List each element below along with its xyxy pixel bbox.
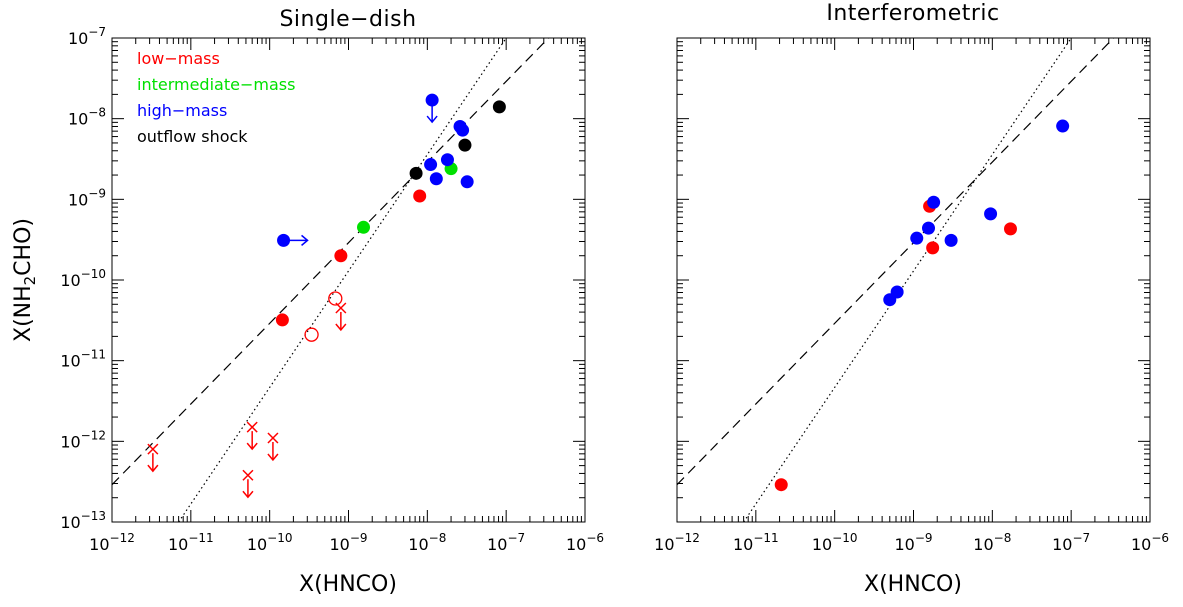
x-tick-label: 10−8 [973,531,1011,554]
low-mass-point [335,302,347,314]
x-tick-label: 10−7 [487,531,525,554]
dotted-fit-line [743,38,1072,522]
high-mass-point [927,195,941,209]
data-points [774,119,1070,492]
upper-limit-arrowhead [426,115,438,124]
low-mass-point [304,327,319,342]
x-tick-label: 10−10 [812,531,858,554]
y-tick-label: 10−11 [60,348,106,371]
panel-title: Single−dish [279,7,416,32]
panel-title: Interferometric [826,1,999,26]
low-mass-point [242,469,254,481]
high-mass-point [944,233,958,247]
high-mass-point [984,207,998,221]
high-mass-point [890,285,904,299]
outflow-shock-point [492,100,506,114]
upper-limit-arrowhead [267,453,279,462]
low-mass-point [246,421,258,433]
high-mass-point [440,153,454,167]
low-mass-point [334,249,348,263]
lower-limit-arrowhead [301,234,309,246]
data-points [147,93,506,499]
y-axis-label: X(NH2CHO) [11,218,39,342]
high-mass-point [456,123,470,137]
plot-frame [676,37,1151,523]
x-tick-label: 10−6 [566,531,604,554]
high-mass-point [424,158,438,172]
y-tick-label: 10−13 [60,509,106,532]
upper-limit-arrowhead [335,323,347,332]
low-mass-point [267,432,279,444]
legend: low−mass intermediate−mass high−mass out… [137,49,295,146]
upper-limit-arrowhead [147,464,159,473]
y-tick-label: 10−7 [68,25,106,48]
high-mass-point [1056,119,1070,133]
high-mass-point [460,175,474,189]
high-mass-point [910,231,924,245]
x-tick-label: 10−12 [654,531,700,554]
x-axis-label: X(HNCO) [299,572,397,597]
y-tick-label: 10−10 [60,267,106,290]
legend-high-mass: high−mass [137,101,227,120]
fit-lines [677,38,1115,522]
x-tick-label: 10−9 [894,531,932,554]
low-mass-point [328,291,343,306]
y-tick-label: 10−12 [60,428,106,451]
high-mass-point [277,233,291,247]
low-mass-point [774,478,788,492]
x-tick-label: 10−8 [408,531,446,554]
fit-lines [112,38,550,522]
x-tick-label: 10−7 [1052,531,1090,554]
low-mass-point [275,313,289,327]
legend-outflow-shock: outflow shock [137,127,248,146]
upper-limit-arrowhead [246,442,258,451]
legend-intermediate-mass: intermediate−mass [137,75,295,94]
outflow-shock-point [409,166,423,180]
panel-single-dish: Single−dish 10−12 10−11 10−10 10−9 10−8 10−7 1… [11,7,604,597]
legend-low-mass: low−mass [137,49,220,68]
low-mass-point [926,241,940,255]
x-tick-label: 10−11 [733,531,779,554]
outflow-shock-point [458,138,472,152]
axes-frame: 10−12 10−11 10−10 10−9 10−8 10−7 10−6 [654,37,1169,554]
y-tick-label: 10−9 [68,186,106,209]
x-tick-label: 10−11 [168,531,214,554]
x-tick-label: 10−6 [1131,531,1169,554]
dotted-fit-line [178,38,507,522]
x-tick-label: 10−12 [89,531,135,554]
dashed-fit-line [112,38,550,486]
high-mass-point [425,93,439,107]
low-mass-point [413,189,427,203]
x-tick-label: 10−10 [247,531,293,554]
high-mass-point [429,172,443,186]
high-mass-point [922,221,936,235]
axes-frame: 10−12 10−11 10−10 10−9 10−8 10−7 10−610−1310−1… [60,25,604,554]
y-tick-label: 10−8 [68,106,106,129]
intermediate-mass-point [357,220,371,234]
low-mass-point [147,443,159,455]
low-mass-point [1004,222,1018,236]
upper-limit-arrowhead [242,490,254,499]
panel-interferometric: Interferometric 10−12 10−11 10−10 10−9 10−8 1… [654,1,1169,597]
x-axis-label: X(HNCO) [864,572,962,597]
x-tick-label: 10−9 [329,531,367,554]
